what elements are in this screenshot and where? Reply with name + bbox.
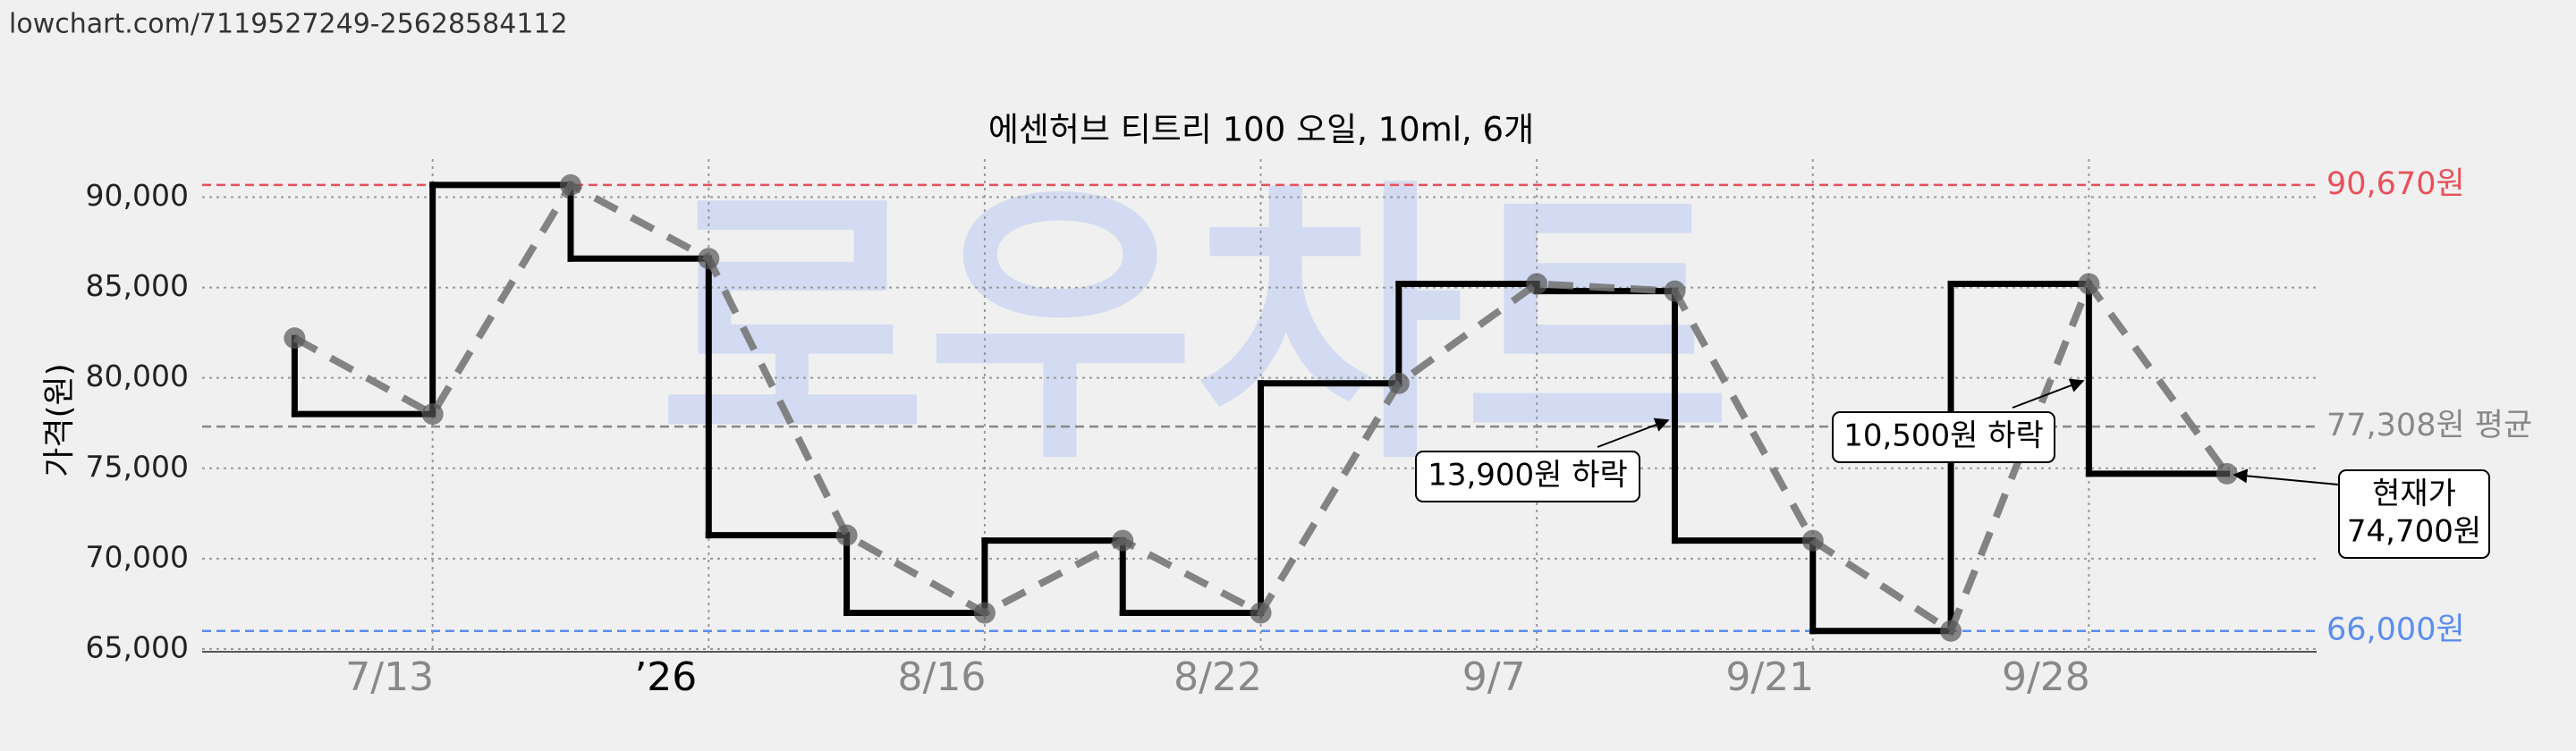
point: [560, 173, 582, 196]
x-tick-label: 9/21: [1725, 654, 1814, 700]
annotation-box: [2338, 469, 2490, 559]
point: [2216, 462, 2238, 485]
annotation-arrow: [2233, 468, 2339, 485]
x-tick-label: ’26: [634, 654, 697, 700]
annotation-text: 10,500원 하락: [1843, 418, 2044, 454]
y-tick-label: 90,000: [86, 178, 189, 213]
annotation-arrow: [1597, 418, 1670, 448]
point: [1526, 273, 1548, 295]
annotation-text: 현재가: [2372, 477, 2456, 512]
point: [284, 327, 306, 350]
x-tick-label: 9/28: [2002, 654, 2090, 700]
point: [698, 248, 720, 270]
point: [2078, 273, 2100, 295]
y-axis-label: 가격(원): [41, 363, 78, 477]
annotation-text: 13,900원 하락: [1428, 458, 1628, 494]
y-tick-label: 75,000: [86, 449, 189, 484]
y-tick-label: 85,000: [86, 268, 189, 303]
annotation-box: [1415, 451, 1640, 502]
y-tick-label: 65,000: [86, 629, 189, 664]
x-tick-label: 9/7: [1462, 654, 1526, 700]
y-tick-label: 70,000: [86, 539, 189, 574]
annotation-box: [1832, 411, 2055, 463]
point: [1940, 620, 1962, 642]
annotation-arrow: [2012, 378, 2085, 409]
annotation-text: 74,700원: [2347, 514, 2481, 550]
x-tick-label: 7/13: [345, 654, 434, 700]
reference-label: 77,308원 평균: [2326, 408, 2532, 443]
point: [1664, 280, 1686, 302]
point: [835, 524, 858, 546]
reference-label: 90,670원: [2326, 166, 2465, 202]
point: [1387, 372, 1410, 394]
chart-title: 에센허브 티트리 100 오일, 10ml, 6개: [988, 111, 1534, 149]
point: [973, 602, 996, 624]
point: [1801, 529, 1824, 552]
reference-label: 66,000원: [2326, 612, 2465, 648]
watermark: 로우차트: [658, 156, 1732, 499]
x-tick-label: 8/16: [898, 654, 987, 700]
point: [1250, 602, 1272, 624]
y-tick-label: 80,000: [86, 359, 189, 393]
url: lowchart.com/7119527249-25628584112: [9, 9, 568, 40]
point: [421, 403, 444, 426]
x-tick-label: 8/22: [1174, 654, 1262, 700]
point: [1112, 529, 1134, 552]
